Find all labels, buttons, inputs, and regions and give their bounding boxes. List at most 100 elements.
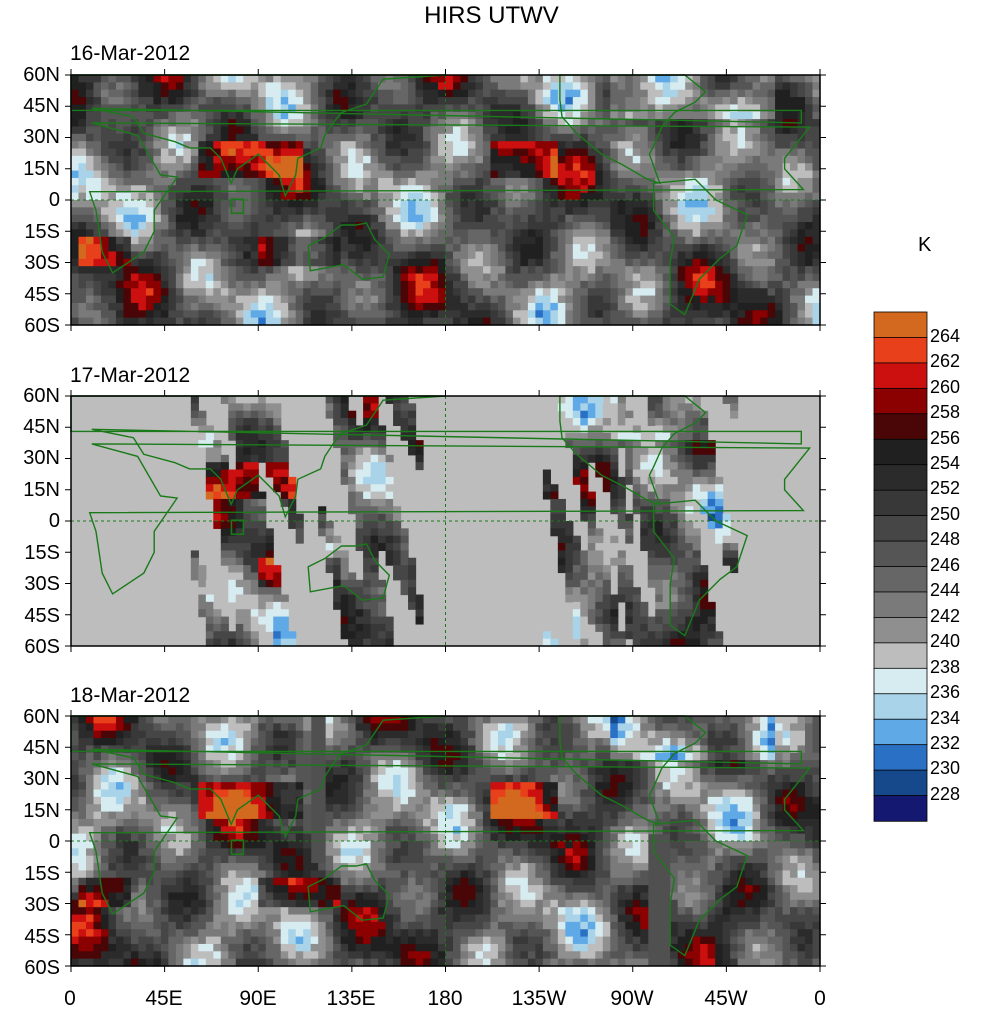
- data-cell: [640, 104, 649, 113]
- data-cell: [393, 111, 402, 120]
- data-cell: [700, 163, 709, 172]
- data-cell: [685, 616, 694, 625]
- data-cell: [460, 229, 469, 238]
- data-cell: [258, 258, 267, 267]
- data-cell: [363, 476, 372, 485]
- data-cell: [355, 310, 364, 319]
- data-cell: [550, 716, 559, 724]
- data-cell: [655, 521, 664, 529]
- data-cell: [775, 251, 784, 260]
- data-cell: [408, 214, 417, 223]
- data-cell: [145, 317, 154, 326]
- data-cell: [363, 89, 372, 98]
- data-cell: [333, 587, 342, 596]
- data-cell: [730, 141, 739, 150]
- data-cell: [430, 177, 439, 186]
- data-cell: [295, 317, 304, 326]
- data-cell: [430, 133, 439, 142]
- data-cell: [767, 207, 776, 216]
- data-cell: [625, 148, 634, 157]
- data-cell: [640, 177, 649, 186]
- data-cell: [325, 126, 334, 135]
- data-cell: [153, 222, 162, 231]
- data-cell: [430, 295, 439, 304]
- data-cell: [175, 310, 184, 319]
- data-cell: [378, 75, 387, 83]
- data-cell: [318, 229, 327, 238]
- data-cell: [580, 440, 589, 449]
- data-cell: [550, 111, 559, 120]
- data-cell: [198, 163, 207, 172]
- data-cell: [632, 133, 641, 142]
- data-cell: [363, 148, 372, 157]
- data-cell: [213, 82, 222, 91]
- data-cell: [557, 89, 566, 98]
- data-cell: [805, 251, 814, 260]
- data-cell: [595, 82, 604, 91]
- data-cell: [71, 177, 80, 186]
- data-cell: [707, 302, 716, 311]
- data-cell: [730, 730, 739, 739]
- data-cell: [288, 82, 297, 91]
- data-cell: [655, 302, 664, 311]
- data-cell: [497, 280, 507, 289]
- data-cell: [602, 75, 611, 83]
- data-cell: [220, 462, 229, 471]
- data-cell: [625, 730, 634, 739]
- data-cell: [213, 513, 222, 522]
- data-cell: [93, 310, 102, 319]
- data-cell: [610, 716, 619, 724]
- data-cell: [662, 155, 671, 164]
- data-cell: [198, 89, 207, 98]
- data-cell: [542, 207, 551, 216]
- data-cell: [153, 141, 162, 150]
- data-cell: [572, 170, 581, 179]
- data-cell: [452, 730, 462, 739]
- data-cell: [610, 310, 619, 319]
- data-cell: [370, 177, 379, 186]
- data-cell: [760, 229, 769, 238]
- data-cell: [288, 266, 297, 275]
- data-cell: [497, 295, 507, 304]
- data-cell: [602, 200, 611, 208]
- data-cell: [640, 185, 649, 194]
- data-cell: [370, 170, 379, 179]
- data-cell: [168, 200, 177, 208]
- data-cell: [662, 579, 671, 588]
- data-cell: [677, 258, 686, 267]
- data-cell: [595, 280, 604, 289]
- data-cell: [340, 97, 349, 106]
- data-cell: [333, 396, 342, 404]
- data-cell: [183, 723, 192, 732]
- data-cell: [108, 170, 117, 179]
- data-cell: [348, 410, 357, 419]
- data-cell: [580, 594, 589, 603]
- data-cell: [363, 535, 372, 544]
- data-cell: [153, 310, 162, 319]
- data-cell: [655, 82, 664, 91]
- data-cell: [340, 258, 349, 267]
- data-cell: [550, 244, 559, 253]
- data-cell: [273, 126, 282, 135]
- data-cell: [378, 185, 387, 194]
- data-cell: [670, 258, 679, 267]
- data-cell: [423, 192, 432, 201]
- data-cell: [670, 587, 679, 596]
- data-cell: [602, 462, 611, 471]
- data-cell: [595, 200, 604, 208]
- data-cell: [138, 155, 147, 164]
- data-cell: [423, 229, 432, 238]
- data-cell: [310, 170, 319, 179]
- data-cell: [737, 155, 746, 164]
- data-cell: [610, 133, 619, 142]
- data-cell: [647, 200, 656, 208]
- data-cell: [707, 111, 716, 120]
- data-cell: [145, 75, 154, 83]
- data-cell: [100, 141, 110, 150]
- data-cell: [288, 119, 297, 128]
- data-cell: [647, 82, 656, 91]
- data-cell: [153, 280, 162, 289]
- data-cell: [685, 258, 694, 267]
- data-cell: [767, 236, 776, 245]
- data-cell: [303, 126, 312, 135]
